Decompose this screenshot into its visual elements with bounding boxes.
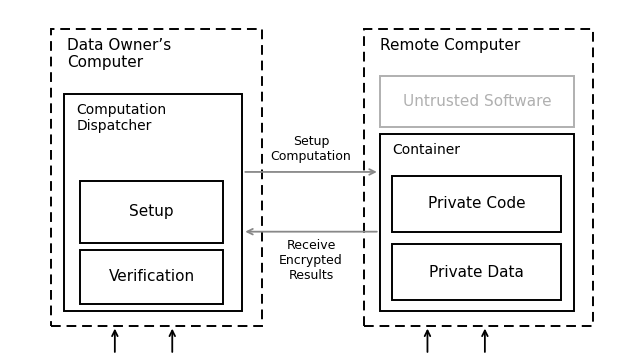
Text: Untrusted Software: Untrusted Software (403, 94, 551, 109)
Bar (80, 250, 223, 304)
Bar (380, 76, 574, 127)
Bar (380, 134, 574, 311)
Text: Receive
Encrypted
Results: Receive Encrypted Results (279, 239, 343, 282)
Text: Verification: Verification (108, 269, 195, 285)
Text: Setup: Setup (130, 204, 174, 219)
Bar (80, 181, 223, 243)
Text: Data Owner’s
Computer: Data Owner’s Computer (67, 38, 171, 71)
Bar (364, 29, 593, 326)
Bar (392, 244, 561, 300)
Text: Setup
Computation: Setup Computation (271, 135, 352, 163)
Bar (392, 176, 561, 232)
Text: Private Code: Private Code (428, 196, 526, 211)
Bar (51, 29, 262, 326)
Bar (64, 94, 242, 311)
Text: Remote Computer: Remote Computer (380, 38, 520, 53)
Text: Computation
Dispatcher: Computation Dispatcher (77, 103, 167, 133)
Text: Container: Container (392, 143, 461, 157)
Text: Private Data: Private Data (429, 265, 524, 280)
